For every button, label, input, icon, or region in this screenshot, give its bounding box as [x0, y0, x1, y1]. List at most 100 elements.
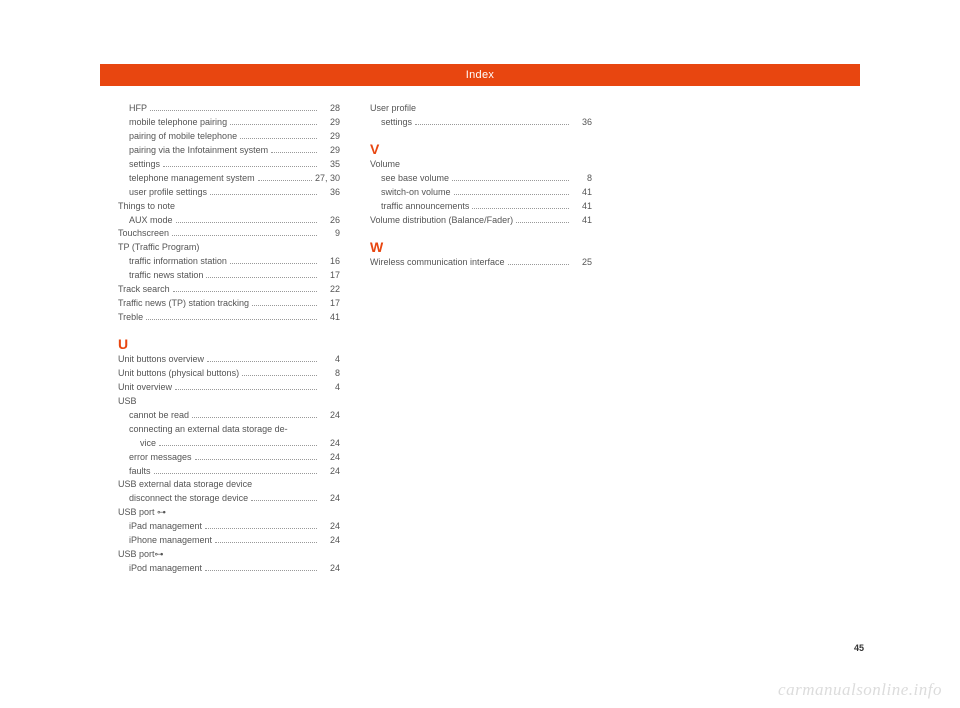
index-entry-label: cannot be read — [129, 409, 189, 423]
index-entry: user profile settings36 — [118, 186, 340, 200]
section-letter-w: W — [370, 240, 592, 254]
leader-dots — [452, 180, 569, 181]
index-entry-page: 4 — [320, 353, 340, 367]
index-entry: USB port⊶ — [118, 548, 340, 562]
col2-block-v: Volumesee base volume8switch-on volume41… — [370, 158, 592, 228]
index-entry: error messages24 — [118, 451, 340, 465]
leader-dots — [205, 528, 317, 529]
index-entry-label: see base volume — [381, 172, 449, 186]
index-entry-label: USB — [118, 395, 137, 409]
index-entry-page: 29 — [320, 144, 340, 158]
index-entry: AUX mode 26 — [118, 214, 340, 228]
index-columns: HFP28mobile telephone pairing 29pairing o… — [118, 102, 848, 576]
index-entry: Unit overview 4 — [118, 381, 340, 395]
header-title: Index — [466, 69, 494, 81]
leader-dots — [175, 389, 317, 390]
index-entry-label: mobile telephone pairing — [129, 116, 227, 130]
index-entry-label: settings — [381, 116, 412, 130]
leader-dots — [192, 417, 317, 418]
index-entry-label: Unit buttons (physical buttons) — [118, 367, 239, 381]
index-entry-page: 35 — [320, 158, 340, 172]
col2-block-w: Wireless communication interface25 — [370, 256, 592, 270]
index-entry: Volume distribution (Balance/Fader) 41 — [370, 214, 592, 228]
col2-block-top: User profilesettings36 — [370, 102, 592, 130]
index-entry-page: 26 — [320, 214, 340, 228]
index-entry: traffic information station16 — [118, 255, 340, 269]
leader-dots — [154, 473, 317, 474]
column-3 — [622, 102, 844, 576]
index-entry-page: 41 — [572, 214, 592, 228]
index-entry: USB external data storage device — [118, 478, 340, 492]
index-entry-label: settings — [129, 158, 160, 172]
leader-dots — [252, 305, 317, 306]
index-entry-page: 9 — [320, 227, 340, 241]
index-entry-page: 41 — [572, 186, 592, 200]
index-entry-label: Unit overview — [118, 381, 172, 395]
column-1: HFP28mobile telephone pairing 29pairing o… — [118, 102, 340, 576]
leader-dots — [172, 235, 317, 236]
index-entry-label: traffic announcements — [381, 200, 469, 214]
index-entry-page: 8 — [320, 367, 340, 381]
index-entry-page: 24 — [320, 492, 340, 506]
index-entry: connecting an external data storage de- — [118, 423, 340, 437]
leader-dots — [454, 194, 569, 195]
index-entry-page: 8 — [572, 172, 592, 186]
index-entry: iPhone management24 — [118, 534, 340, 548]
leader-dots — [472, 208, 569, 209]
index-entry-page: 4 — [320, 381, 340, 395]
leader-dots — [230, 263, 317, 264]
index-entry-label: iPod management — [129, 562, 202, 576]
index-entry: see base volume 8 — [370, 172, 592, 186]
index-entry-label: TP (Traffic Program) — [118, 241, 199, 255]
index-entry-page: 36 — [572, 116, 592, 130]
leader-dots — [242, 375, 317, 376]
leader-dots — [230, 124, 317, 125]
index-entry: traffic announcements 41 — [370, 200, 592, 214]
index-entry-label: iPad management — [129, 520, 202, 534]
leader-dots — [150, 110, 317, 111]
index-entry-label: USB port⊶ — [118, 548, 164, 562]
index-entry: disconnect the storage device24 — [118, 492, 340, 506]
column-2: User profilesettings36 V Volumesee base … — [370, 102, 592, 576]
index-entry: faults24 — [118, 465, 340, 479]
index-entry-label: Volume distribution (Balance/Fader) — [370, 214, 513, 228]
section-letter-u: U — [118, 337, 340, 351]
index-entry: telephone management system27, 30 — [118, 172, 340, 186]
index-entry-page: 41 — [572, 200, 592, 214]
leader-dots — [205, 570, 317, 571]
index-entry-page: 27, 30 — [315, 172, 340, 186]
index-entry-page: 24 — [320, 465, 340, 479]
index-entry: iPod management 24 — [118, 562, 340, 576]
index-entry: Things to note — [118, 200, 340, 214]
index-entry: Unit buttons (physical buttons) 8 — [118, 367, 340, 381]
index-entry-label: Traffic news (TP) station tracking — [118, 297, 249, 311]
index-entry: HFP28 — [118, 102, 340, 116]
index-entry-page: 17 — [320, 269, 340, 283]
index-entry-page: 22 — [320, 283, 340, 297]
index-entry-page: 24 — [320, 534, 340, 548]
index-entry: Treble41 — [118, 311, 340, 325]
index-entry-label: traffic news station — [129, 269, 203, 283]
index-entry-page: 29 — [320, 116, 340, 130]
index-entry-label: Wireless communication interface — [370, 256, 505, 270]
index-entry: cannot be read24 — [118, 409, 340, 423]
index-entry-page: 24 — [320, 437, 340, 451]
leader-dots — [176, 222, 317, 223]
index-entry: Traffic news (TP) station tracking17 — [118, 297, 340, 311]
index-entry-page: 24 — [320, 562, 340, 576]
section-letter-v: V — [370, 142, 592, 156]
index-entry: Wireless communication interface25 — [370, 256, 592, 270]
index-entry-page: 16 — [320, 255, 340, 269]
leader-dots — [251, 500, 317, 501]
index-entry-page: 29 — [320, 130, 340, 144]
leader-dots — [207, 361, 317, 362]
leader-dots — [240, 138, 317, 139]
index-entry-label: Things to note — [118, 200, 175, 214]
leader-dots — [215, 542, 317, 543]
index-entry: pairing of mobile telephone29 — [118, 130, 340, 144]
index-entry-label: AUX mode — [129, 214, 173, 228]
leader-dots — [195, 459, 317, 460]
index-entry-page: 41 — [320, 311, 340, 325]
index-entry: Track search22 — [118, 283, 340, 297]
leader-dots — [271, 152, 317, 153]
